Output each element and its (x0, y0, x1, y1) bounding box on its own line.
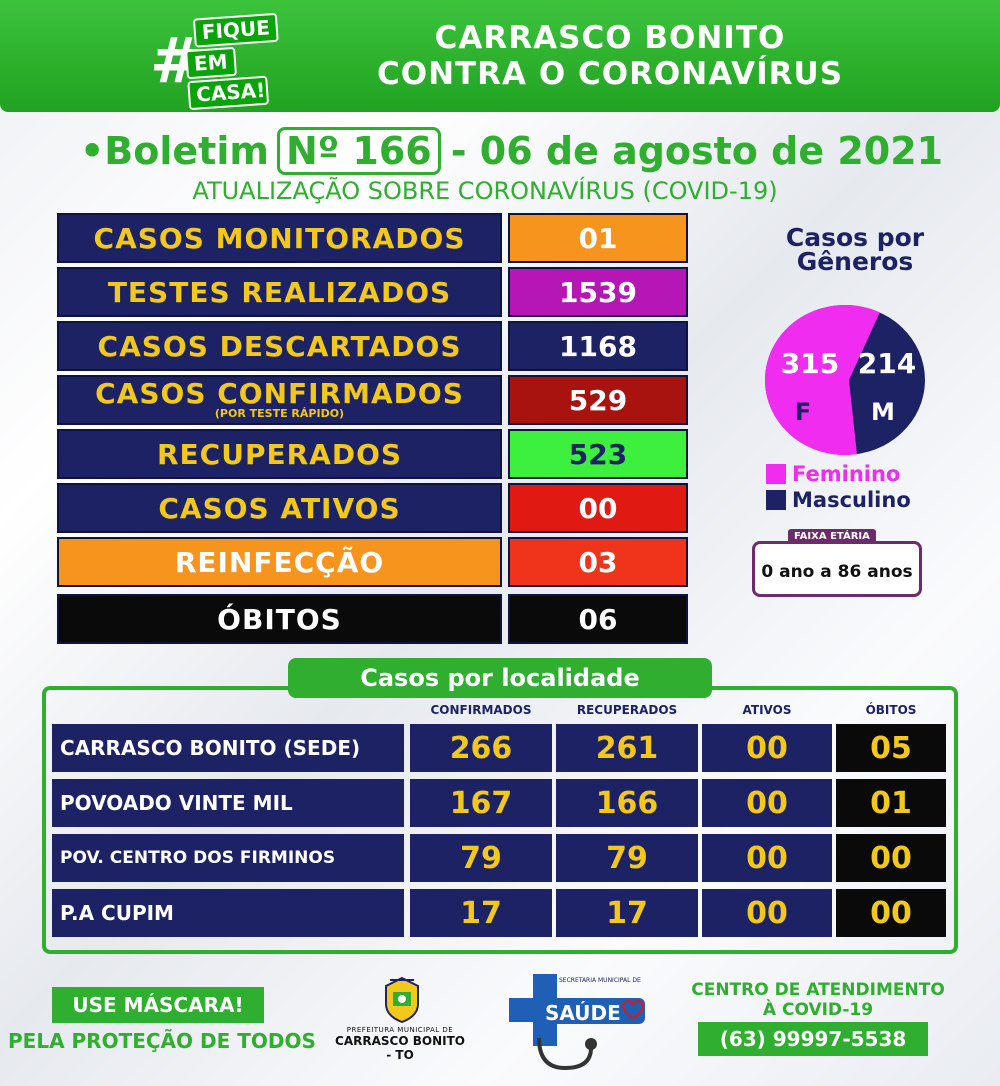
centro-line-2: À COVID-19 (762, 1000, 874, 1020)
loc-row-name-vinte-mil: POVOADO VINTE MIL (52, 779, 404, 827)
title-line-1: CARRASCO BONITO (434, 20, 786, 56)
loc-cell-vinte-mil-confirmados: 167 (410, 779, 552, 827)
protection-text: PELA PROTEÇÃO DE TODOS (8, 1029, 316, 1053)
header-banner (0, 0, 1000, 112)
stat-label-monitorados: CASOS MONITORADOS (57, 213, 502, 263)
loc-cell-cupim-confirmados: 17 (410, 889, 552, 937)
loc-row-name-firminos: POV. CENTRO DOS FIRMINOS (52, 834, 404, 882)
legend-male-label: Masculino (792, 488, 911, 512)
phone-number[interactable]: (63) 99997-5538 (698, 1022, 928, 1056)
gender-pie-chart: 315 214 F M (765, 305, 925, 455)
stat-label-recuperados: RECUPERADOS (57, 429, 502, 479)
stat-label-descartados: CASOS DESCARTADOS (57, 321, 502, 371)
legend-female: Feminino (766, 462, 911, 486)
stat-value-testes: 1539 (508, 267, 688, 317)
title-line-2: CONTRA O CORONAVÍRUS (376, 56, 844, 92)
saude-logo-icon: SECRETARIA MUNICIPAL DE SAÚDE (509, 974, 645, 1071)
stat-value-monitorados: 01 (508, 213, 688, 263)
loc-cell-cupim-obitos: 00 (836, 889, 946, 937)
fique-em-casa-badge: FIQUE EM CASA! (183, 12, 283, 111)
col-header-confirmados: CONFIRMADOS (430, 703, 532, 717)
col-header-recuperados: RECUPERADOS (576, 703, 678, 717)
loc-row-name-cupim: P.A CUPIM (52, 889, 404, 937)
loc-cell-vinte-mil-obitos: 01 (836, 779, 946, 827)
legend-male-swatch (766, 490, 786, 510)
loc-cell-sede-obitos: 05 (836, 724, 946, 772)
bulletin-line: •Boletim Nº 166 - 06 de agosto de 2021 (80, 126, 943, 176)
use-mask-banner: USE MÁSCARA! (52, 987, 264, 1023)
stat-label-reinfeccao: REINFECÇÃO (57, 537, 502, 587)
loc-cell-sede-ativos: 00 (702, 724, 832, 772)
page-title: CARRASCO BONITO CONTRA O CORONAVÍRUS (300, 20, 920, 92)
centro-line-1: CENTRO DE ATENDIMENTO (691, 980, 945, 1000)
loc-cell-vinte-mil-recuperados: 166 (556, 779, 698, 827)
localidade-title: Casos por localidade (288, 658, 712, 698)
gender-title: Casos por Gêneros (760, 223, 950, 276)
legend-female-swatch (766, 464, 786, 484)
col-header-ativos: ATIVOS (742, 703, 792, 717)
stat-value-descartados: 1168 (508, 321, 688, 371)
gender-legend: Feminino Masculino (766, 462, 911, 512)
stat-value-recuperados: 523 (508, 429, 688, 479)
stat-label-ativos: CASOS ATIVOS (57, 483, 502, 533)
stat-label-testes: TESTES REALIZADOS (57, 267, 502, 317)
age-range-box: 0 ano a 86 anos (752, 541, 922, 597)
legend-female-label: Feminino (792, 462, 901, 486)
bulletin-subtitle: ATUALIZAÇÃO SOBRE CORONAVÍRUS (COVID-19) (192, 177, 778, 205)
saude-top-text: SECRETARIA MUNICIPAL DE (559, 977, 641, 984)
prefeitura-line-2: CARRASCO BONITO - TO (335, 1034, 465, 1062)
gender-title-line-1: Casos por (785, 223, 925, 252)
loc-cell-vinte-mil-ativos: 00 (702, 779, 832, 827)
prefeitura-text: PREFEITURA MUNICIPAL DE CARRASCO BONITO … (335, 1026, 465, 1062)
pie-slice-female (765, 305, 880, 455)
col-header-obitos: ÓBITOS (865, 703, 917, 717)
stat-value-confirmados: 529 (508, 375, 688, 425)
pie-male-value: 214 (858, 347, 916, 380)
loc-cell-sede-recuperados: 261 (556, 724, 698, 772)
loc-cell-firminos-ativos: 00 (702, 834, 832, 882)
pie-male-letter: M (871, 398, 895, 426)
fique-line-2: EM (185, 46, 238, 80)
centro-atendimento: CENTRO DE ATENDIMENTO À COVID-19 (668, 980, 968, 1020)
stat-value-obitos: 06 (508, 594, 688, 644)
loc-cell-cupim-ativos: 00 (702, 889, 832, 937)
gender-title-line-2: Gêneros (796, 247, 914, 276)
loc-cell-firminos-confirmados: 79 (410, 834, 552, 882)
loc-cell-cupim-recuperados: 17 (556, 889, 698, 937)
stat-label-confirmados-main: CASOS CONFIRMADOS (95, 377, 464, 410)
fique-line-3: CASA! (187, 75, 270, 111)
bulletin-prefix: •Boletim (80, 129, 269, 173)
loc-cell-sede-confirmados: 266 (410, 724, 552, 772)
prefeitura-crest-icon (385, 976, 419, 1024)
bulletin-date: - 06 de agosto de 2021 (450, 129, 944, 173)
stat-value-ativos: 00 (508, 483, 688, 533)
loc-cell-firminos-recuperados: 79 (556, 834, 698, 882)
stat-label-confirmados: CASOS CONFIRMADOS (POR TESTE RÁPIDO) (57, 375, 502, 425)
pie-female-value: 315 (781, 347, 839, 380)
loc-cell-firminos-obitos: 00 (836, 834, 946, 882)
fique-line-1: FIQUE (192, 12, 279, 48)
prefeitura-line-1: PREFEITURA MUNICIPAL DE (346, 1026, 454, 1034)
legend-male: Masculino (766, 488, 911, 512)
stat-label-confirmados-sub: (POR TESTE RÁPIDO) (214, 407, 345, 420)
bulletin-number: Nº 166 (276, 127, 441, 175)
saude-text: SAÚDE (545, 1001, 621, 1025)
stat-label-obitos: ÓBITOS (57, 594, 502, 644)
age-range-label: FAIXA ETÁRIA (788, 529, 876, 544)
loc-row-name-sede: CARRASCO BONITO (SEDE) (52, 724, 404, 772)
stat-value-reinfeccao: 03 (508, 537, 688, 587)
pie-female-letter: F (795, 398, 811, 426)
